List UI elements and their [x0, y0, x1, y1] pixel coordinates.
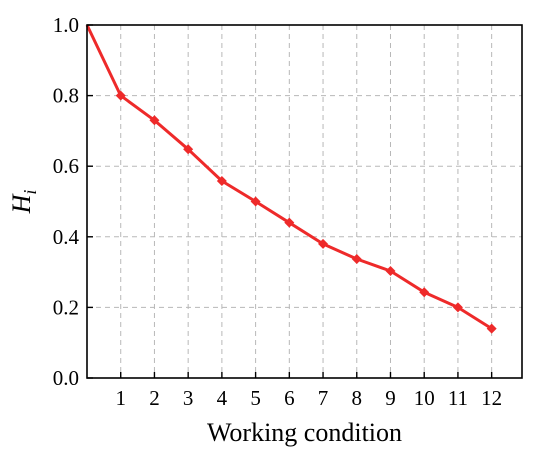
x-tick-label: 9 [385, 386, 396, 410]
data-point [486, 323, 497, 334]
data-point [385, 266, 396, 277]
y-tick-label: 1.0 [53, 13, 79, 37]
data-point [351, 254, 362, 265]
data-point [250, 196, 261, 207]
y-axis-title-subscript: i [20, 190, 40, 195]
x-tick-label: 12 [481, 386, 502, 410]
x-tick-label: 10 [414, 386, 435, 410]
x-tick-label: 8 [352, 386, 363, 410]
data-point [419, 287, 430, 298]
y-tick-label: 0.2 [53, 295, 79, 319]
data-point [115, 90, 126, 101]
data-point [183, 144, 194, 155]
x-tick-label: 6 [284, 386, 295, 410]
plot-frame [86, 24, 523, 379]
x-tick-label: 2 [149, 386, 160, 410]
data-point [452, 302, 463, 313]
data-point [216, 176, 227, 187]
data-point [318, 238, 329, 249]
y-tick-label: 0.6 [53, 154, 79, 178]
y-tick-label: 0.4 [53, 225, 80, 249]
y-axis-title-main: H [7, 193, 36, 214]
data-point [284, 217, 295, 228]
grid-lines [87, 25, 522, 378]
y-axis-title: Hi [7, 190, 40, 215]
ticks: 1 2 3 4 5 6 7 8 9 10 11 120.00.20.40.60.81.0 [53, 13, 502, 410]
data-point [149, 115, 160, 126]
series-layer [85, 24, 497, 334]
x-tick-label: 4 [217, 386, 228, 410]
x-tick-label: 3 [183, 386, 194, 410]
x-tick-label: 5 [250, 386, 261, 410]
x-tick-label: 7 [318, 386, 329, 410]
y-tick-label: 0.8 [53, 84, 79, 108]
y-tick-label: 0.0 [53, 366, 79, 390]
x-axis-title: Working condition [207, 418, 402, 447]
x-tick-label: 11 [448, 386, 468, 410]
x-tick-label: 1 [115, 386, 126, 410]
